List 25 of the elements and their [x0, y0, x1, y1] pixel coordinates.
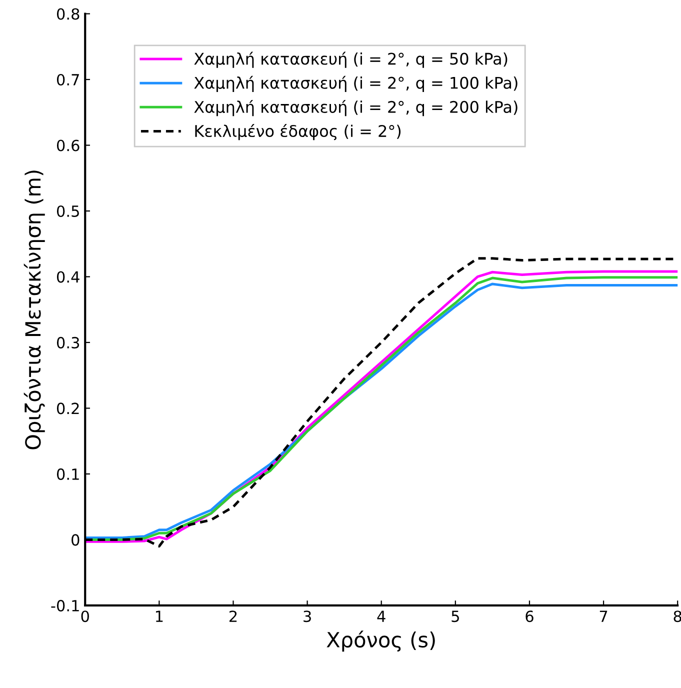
x-tick-label: 3 — [304, 610, 311, 622]
y-tick-label: 0.2 — [56, 402, 79, 414]
x-tick-label: 8 — [674, 610, 681, 622]
x-tick-label: 2 — [230, 610, 237, 622]
y-tick-label: 0.7 — [56, 74, 79, 86]
y-tick-label: 0 — [72, 534, 80, 546]
x-tick-label: 5 — [452, 610, 459, 622]
y-tick-label: 0.8 — [56, 8, 80, 20]
y-axis-title: Οριζόντια Μετακίνηση (m) — [24, 170, 45, 450]
x-tick-label: 0 — [81, 610, 89, 622]
y-tick-label: 0.6 — [56, 140, 80, 152]
y-tick-label: 0.4 — [56, 271, 80, 283]
x-tick-label: 7 — [600, 610, 608, 622]
legend-label: Κεκλιμένο έδαφος (i = 2°) — [195, 124, 401, 140]
legend-label: Χαμηλή κατασκευή (i = 2°, q = 200 kPa) — [194, 100, 518, 116]
x-tick-label: 4 — [377, 610, 386, 622]
y-tick-label: 0.3 — [56, 336, 80, 348]
legend-label: Χαμηλή κατασκευή (i = 2°, q = 100 kPa) — [194, 76, 518, 92]
x-tick-label: 6 — [526, 610, 534, 622]
x-tick-label: 1 — [156, 610, 163, 622]
y-tick-label: 0.1 — [56, 468, 79, 480]
x-axis-title: Χρόνος (s) — [326, 630, 435, 652]
legend-label: Χαμηλή κατασκευή (i = 2°, q = 50 kPa) — [194, 52, 508, 68]
y-tick-label: 0.5 — [56, 205, 79, 218]
y-tick-label: -0.1 — [51, 600, 79, 612]
